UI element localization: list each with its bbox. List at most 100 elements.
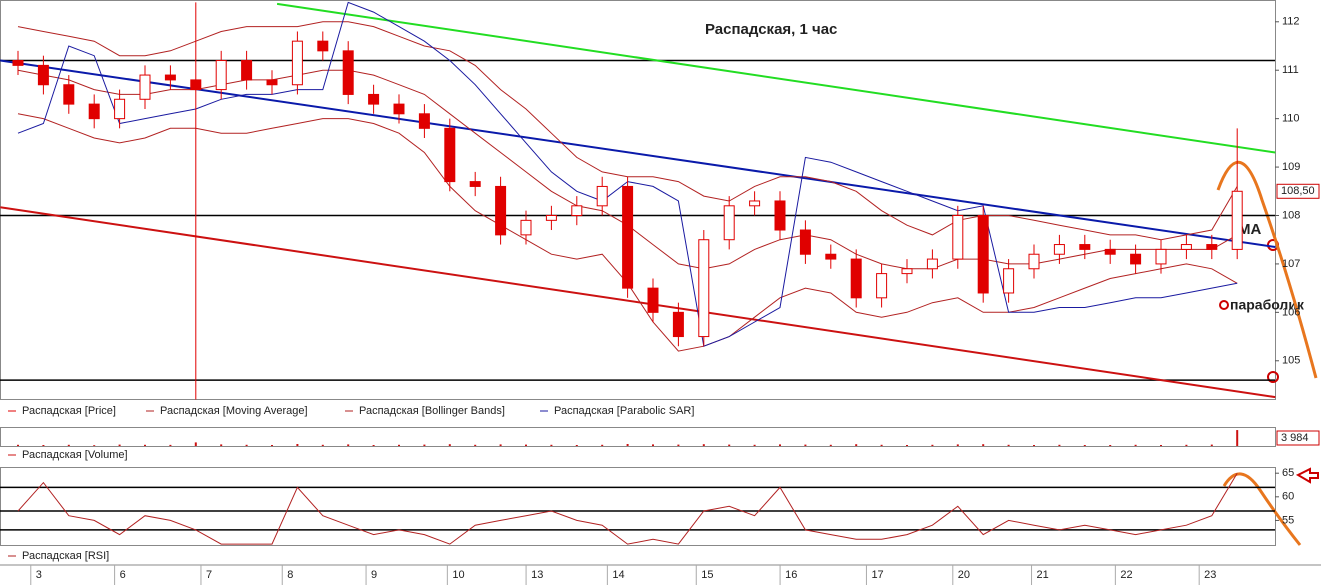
- candle-body: [190, 79, 202, 91]
- candle-body: [368, 93, 380, 105]
- volume-bar: [880, 444, 883, 446]
- x-tick-label: 17: [871, 569, 883, 581]
- legend-label: Распадская [RSI]: [22, 550, 109, 562]
- candle-body: [825, 253, 837, 260]
- candle-body: [1003, 268, 1015, 294]
- legend-label: Распадская [Moving Average]: [160, 405, 308, 417]
- candle-body: [926, 258, 938, 270]
- candle-body: [901, 268, 913, 275]
- volume-bar: [1058, 444, 1061, 446]
- volume-bar: [1185, 444, 1188, 446]
- candle-body: [114, 98, 126, 120]
- x-tick-label: 13: [531, 569, 543, 581]
- volume-bar: [677, 444, 680, 446]
- volume-bar: [169, 444, 172, 446]
- volume-bar: [347, 444, 350, 446]
- volume-bar: [42, 445, 45, 446]
- candle-body: [393, 103, 405, 115]
- candle-body: [749, 200, 761, 207]
- candle-body: [63, 84, 75, 105]
- candle-body: [723, 205, 735, 241]
- candle-body: [1079, 244, 1091, 250]
- candle-body: [418, 113, 430, 129]
- candle-body: [977, 214, 989, 294]
- y-tick-label: 106: [1282, 306, 1300, 318]
- y-tick-label: 110: [1282, 113, 1300, 125]
- y-tick-label: 55: [1282, 514, 1294, 526]
- x-tick-label: 3: [36, 569, 42, 581]
- volume-bar: [220, 444, 223, 446]
- price-frame: [0, 0, 1276, 400]
- volume-bar: [575, 445, 578, 446]
- volume-bar: [1134, 444, 1137, 446]
- volume-bar: [448, 444, 451, 446]
- candle-body: [317, 40, 329, 52]
- forecast-arc: [1216, 160, 1318, 379]
- candle-body: [799, 229, 811, 255]
- x-tick-label: 20: [958, 569, 970, 581]
- y-tick-label: 65: [1282, 467, 1294, 479]
- trend-line: [276, 2, 1276, 154]
- candle-body: [622, 185, 634, 289]
- candle-body: [1155, 248, 1167, 265]
- candle-body: [545, 214, 557, 221]
- candle-body: [139, 74, 151, 100]
- last-price-label: 108,50: [1281, 185, 1315, 197]
- volume-bar: [1083, 445, 1086, 446]
- volume-bar: [753, 444, 756, 446]
- volume-bar: [1109, 445, 1112, 446]
- volume-bar: [1033, 445, 1035, 446]
- candle-body: [88, 103, 100, 120]
- x-tick-label: 7: [206, 569, 212, 581]
- volume-bar: [931, 444, 934, 446]
- candle-body: [647, 287, 659, 313]
- x-tick-label: 14: [612, 569, 624, 581]
- volume-bar: [652, 444, 654, 446]
- x-tick-label: 6: [120, 569, 126, 581]
- annotation: параболик: [1230, 297, 1305, 313]
- y-tick-label: 107: [1282, 258, 1300, 270]
- y-tick-label: 108: [1282, 209, 1300, 221]
- volume-bar: [499, 444, 502, 446]
- volume-bar: [67, 444, 70, 446]
- volume-bar: [982, 444, 985, 446]
- volume-bar: [728, 444, 731, 446]
- volume-bar: [550, 444, 553, 446]
- volume-bar: [702, 444, 705, 446]
- volume-bar: [144, 444, 146, 446]
- candle-body: [774, 200, 786, 231]
- volume-bar: [1236, 430, 1239, 446]
- candle-body: [1053, 244, 1065, 255]
- last-price-box: [1276, 183, 1320, 199]
- rsi-line: [17, 472, 1238, 545]
- candle-body: [1130, 253, 1142, 265]
- chart-title: Распадская, 1 час: [705, 21, 837, 38]
- volume-bar: [321, 444, 324, 446]
- candle-body: [1180, 244, 1192, 250]
- candle-body: [241, 60, 253, 81]
- candle-body: [672, 311, 684, 338]
- legend-label: Распадская [Bollinger Bands]: [359, 405, 505, 417]
- legend-label: Распадская [Parabolic SAR]: [554, 405, 694, 417]
- candle-body: [291, 40, 303, 86]
- volume-bar: [296, 444, 299, 446]
- candle-body: [876, 273, 888, 299]
- candle-body: [1231, 190, 1243, 250]
- candle-body: [1028, 253, 1040, 270]
- candle-body: [469, 181, 481, 187]
- candle-body: [1104, 248, 1116, 255]
- legend-label: Распадская [Price]: [22, 405, 116, 417]
- volume-bar: [194, 442, 197, 446]
- candle-body: [215, 60, 227, 91]
- rsi-frame: [0, 467, 1276, 546]
- volume-bar: [626, 444, 629, 446]
- volume-bar: [398, 444, 400, 446]
- x-tick-label: 21: [1037, 569, 1049, 581]
- candle-body: [266, 79, 278, 86]
- candle-body: [444, 127, 456, 183]
- volume-bar: [245, 444, 248, 446]
- y-tick-label: 112: [1282, 16, 1300, 28]
- candle-body: [1206, 244, 1218, 250]
- candle-body: [164, 74, 176, 81]
